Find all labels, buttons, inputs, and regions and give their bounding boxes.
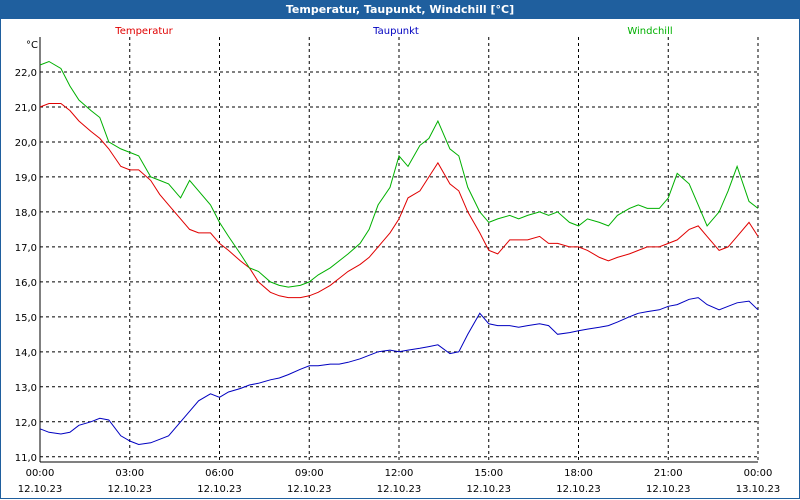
x-tick-time-label: 06:00 [205,468,234,479]
y-tick-label: 18,0 [15,208,37,219]
y-tick-label: 12,0 [15,418,37,429]
y-tick-label: 13,0 [15,383,37,394]
x-tick-time-label: 03:00 [115,468,144,479]
legend-temperatur: Temperatur [114,26,173,37]
y-tick-label: 15,0 [15,313,37,324]
y-tick-label: 16,0 [15,278,37,289]
x-tick-time-label: 12:00 [385,468,414,479]
legend-windchill: Windchill [627,26,672,37]
legend-taupunkt: Taupunkt [372,26,419,37]
chart-title: Temperatur, Taupunkt, Windchill [°C] [0,0,800,19]
y-axis-label: °C [26,40,38,51]
series-line-temperatur [39,103,759,299]
x-tick-date-label: 12.10.23 [646,484,691,495]
y-tick-label: 19,0 [15,173,37,184]
x-tick-date-label: 12.10.23 [556,484,601,495]
y-tick-label: 11,0 [15,453,37,464]
series-line-taupunkt [39,297,759,446]
x-tick-date-label: 13.10.23 [736,484,781,495]
x-tick-date-label: 12.10.23 [18,484,63,495]
x-tick-date-label: 12.10.23 [287,484,332,495]
y-tick-label: 22,0 [15,68,37,79]
x-tick-date-label: 12.10.23 [466,484,511,495]
x-tick-time-label: 21:00 [654,468,683,479]
y-tick-label: 21,0 [15,103,37,114]
x-tick-date-label: 12.10.23 [197,484,242,495]
x-tick-time-label: 00:00 [744,468,773,479]
x-tick-date-label: 12.10.23 [107,484,152,495]
y-tick-label: 20,0 [15,138,37,149]
x-tick-time-label: 00:00 [26,468,55,479]
x-tick-time-label: 18:00 [564,468,593,479]
x-tick-time-label: 15:00 [474,468,503,479]
series-line-windchill [39,60,759,288]
x-tick-date-label: 12.10.23 [377,484,422,495]
y-tick-label: 17,0 [15,243,37,254]
y-tick-label: 14,0 [15,348,37,359]
x-tick-time-label: 09:00 [295,468,324,479]
